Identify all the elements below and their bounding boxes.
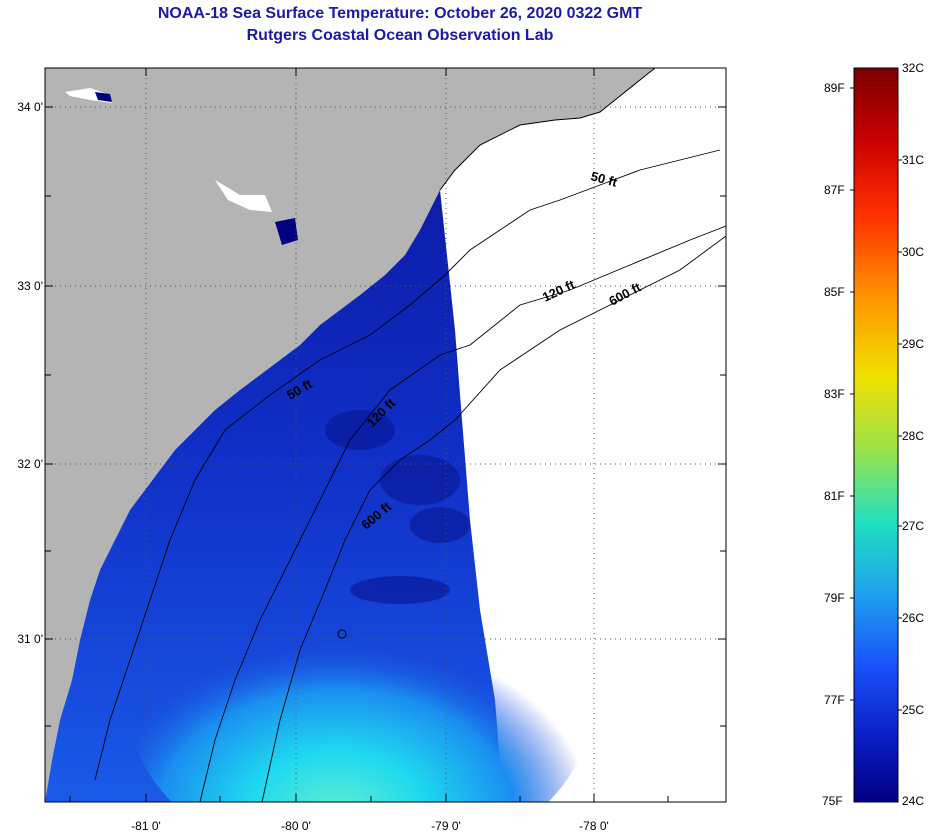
colorbar-label-f: 83F (824, 387, 845, 401)
colorbar-label-c: 32C (902, 61, 925, 75)
colorbar-label-c: 24C (902, 794, 925, 808)
colorbar-label-c: 25C (902, 703, 925, 717)
cool-patches (325, 410, 470, 604)
axis-ticks (45, 68, 726, 802)
depth-contours (94, 149, 726, 802)
colorbar-label-f: 77F (824, 693, 845, 707)
map-subtitle: Rutgers Coastal Ocean Observation Lab (246, 27, 554, 44)
colorbar-label-f: 87F (824, 183, 845, 197)
colorbar-label-c: 30C (902, 245, 925, 259)
land-mass (45, 68, 655, 802)
colorbar-label-f: 79F (824, 591, 845, 605)
map-frame (44, 67, 727, 803)
lon-label: -80 0' (281, 819, 311, 832)
colorbar (853, 67, 899, 803)
lon-label: -78 0' (579, 819, 609, 832)
lat-label: 33 0' (17, 279, 43, 293)
lon-label: -79 0' (431, 819, 461, 832)
colorbar-label-c: 28C (902, 429, 925, 443)
colorbar-label-f: 81F (824, 489, 845, 503)
lon-label: -81 0' (131, 819, 161, 832)
colorbar-label-c: 26C (902, 611, 925, 625)
colorbar-label-f: 75F (822, 794, 843, 808)
island-outline (337, 629, 347, 639)
depth-label: 50 ft (589, 168, 619, 190)
colorbar-label-f: 85F (824, 285, 845, 299)
warm-water-region (130, 550, 590, 802)
colorbar-label-f: 89F (824, 81, 845, 95)
lat-label: 31 0' (17, 632, 43, 646)
lat-label: 34 0' (17, 100, 43, 114)
lat-label: 32 0' (17, 457, 43, 471)
colorbar-label-c: 31C (902, 153, 925, 167)
map-title: NOAA-18 Sea Surface Temperature: October… (157, 5, 643, 22)
colorbar-label-c: 27C (902, 519, 925, 533)
colorbar-label-c: 29C (902, 337, 925, 351)
coastline (439, 68, 656, 191)
inland-water (65, 88, 298, 245)
colorbar-ticks (850, 87, 902, 711)
grid-lines (45, 68, 726, 802)
